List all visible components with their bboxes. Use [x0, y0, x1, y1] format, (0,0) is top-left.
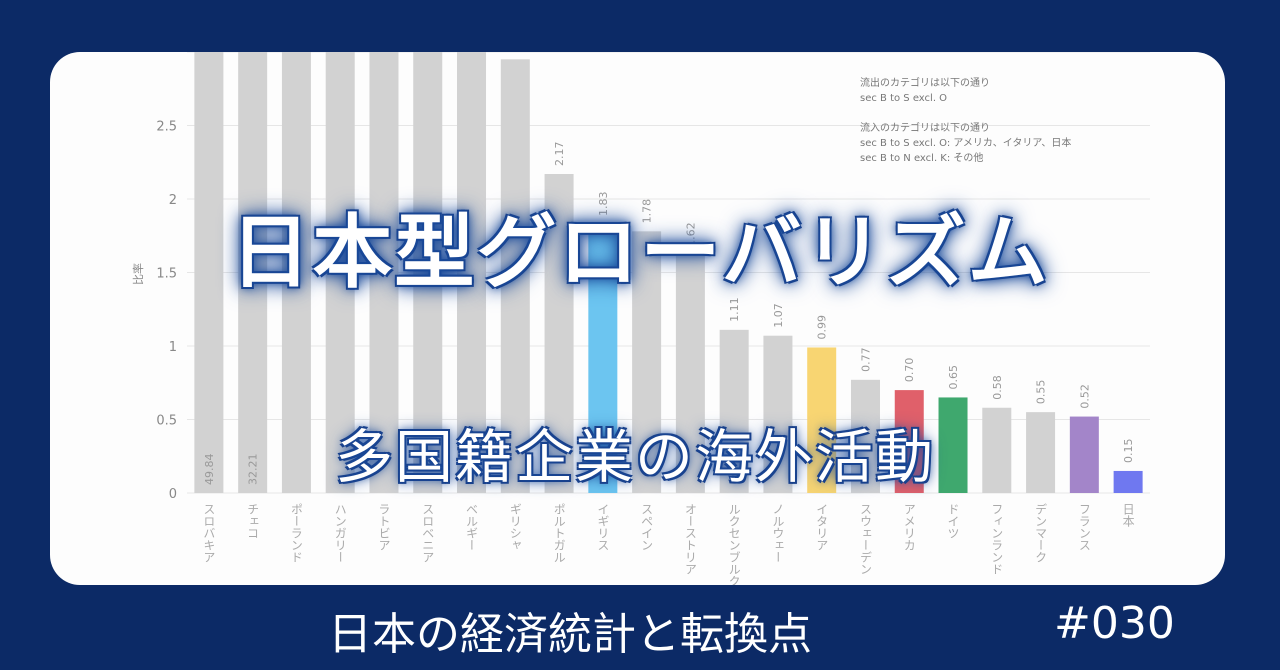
bar-value-label: 0.58 [991, 375, 1004, 400]
bar [938, 397, 968, 493]
bar-value-label: 1.07 [772, 303, 785, 328]
bar [675, 254, 705, 493]
y-tick-label: 0 [169, 487, 177, 502]
bar [500, 59, 530, 493]
x-tick-label: スウェーデン [858, 503, 872, 575]
y-axis-label: 比率 [131, 263, 145, 285]
y-tick-label: 2.5 [156, 120, 177, 135]
bar-value-label: 0.77 [859, 347, 872, 372]
bar [281, 52, 311, 493]
x-tick-label: フランス [1077, 503, 1091, 551]
y-tick-label: 0.5 [156, 414, 177, 429]
bar [413, 52, 443, 493]
note-line: sec B to N excl. K: その他 [860, 153, 984, 164]
note-line: sec B to S excl. O: アメリカ、イタリア、日本 [860, 138, 1072, 149]
bar [238, 52, 268, 493]
bar [850, 379, 880, 493]
bar [457, 52, 487, 493]
x-tick-label: スロベニア [421, 503, 435, 563]
bar-value-label: 0.99 [816, 315, 829, 340]
x-tick-label: ノルウェー [771, 503, 785, 563]
bar [194, 52, 224, 493]
series-name: 日本の経済統計と転換点 [328, 609, 812, 660]
bar [982, 407, 1012, 493]
subtitle: 多国籍企業の海外活動 [334, 423, 935, 491]
bar [763, 335, 793, 493]
x-tick-label: チェコ [246, 503, 260, 539]
chart-notes: 流出のカテゴリは以下の通り sec B to S excl. O 流入のカテゴリ… [860, 76, 1071, 166]
bar-value-label: 1.83 [597, 191, 610, 216]
bar-value-label: 1.78 [641, 199, 654, 224]
chart-card: 0 0.5 1 1.5 2 2.5 比率 49.84 スロバキア 32.21 チェコ ポーランド ハンガ… [50, 52, 1225, 585]
bar-value-label: 49.84 [203, 454, 216, 486]
bar [1113, 470, 1143, 493]
x-tick-label: スペイン [640, 503, 654, 551]
x-tick-label: ポルトガル [552, 503, 566, 563]
main-title: 日本型グローバリズム [230, 206, 1050, 299]
y-tick-label: 1 [169, 340, 177, 355]
note-line: 流入のカテゴリは以下の通り [860, 123, 990, 134]
bar [894, 390, 924, 493]
x-tick-label: イタリア [815, 503, 829, 551]
x-tick-label: ポーランド [289, 503, 303, 563]
bar [325, 52, 355, 493]
x-tick-label: ハンガリー [333, 503, 347, 563]
bar-value-label: 32.21 [247, 454, 260, 486]
x-tick-label: ドイツ [946, 503, 960, 539]
y-tick-label: 2 [169, 193, 177, 208]
x-tick-label: スロバキア [202, 503, 216, 563]
bar-value-label: 2.17 [553, 142, 566, 167]
bar [632, 231, 662, 493]
x-tick-label: イギリス [596, 503, 610, 551]
x-tick-label: ルクセンブルク [727, 503, 741, 585]
bar [719, 329, 749, 493]
episode-number: #030 [1054, 598, 1175, 649]
bar [544, 174, 574, 493]
bar [807, 347, 837, 493]
bar-value-label: 0.70 [903, 358, 916, 383]
x-tick-label: 日本 [1121, 503, 1135, 528]
bar-value-label: 1.62 [684, 222, 697, 247]
bar-value-label: 1.11 [728, 297, 741, 322]
x-tick-label: アメリカ [902, 503, 916, 551]
x-tick-label: オーストリア [683, 503, 697, 575]
bar [1069, 416, 1099, 493]
x-tick-label: ベルギー [465, 503, 479, 551]
bar-value-label: 0.52 [1078, 384, 1091, 409]
bar-chart: 0 0.5 1 1.5 2 2.5 比率 49.84 スロバキア 32.21 チェコ ポーランド ハンガ… [131, 52, 1150, 585]
bar-value-label: 0.65 [947, 365, 960, 390]
note-line: sec B to S excl. O [860, 93, 948, 104]
x-tick-label: フィンランド [990, 503, 1004, 575]
note-line: 流出のカテゴリは以下の通り [860, 78, 990, 89]
bar [1026, 412, 1056, 493]
x-tick-label: デンマーク [1034, 503, 1048, 563]
x-tick-label: ギリシャ [508, 503, 522, 551]
bar-value-label: 0.15 [1122, 438, 1135, 463]
bar-value-label: 0.55 [1035, 380, 1048, 405]
bar [369, 52, 399, 493]
bar [588, 223, 618, 494]
y-tick-label: 1.5 [156, 267, 177, 282]
x-tick-label: ラトビア [377, 503, 391, 551]
